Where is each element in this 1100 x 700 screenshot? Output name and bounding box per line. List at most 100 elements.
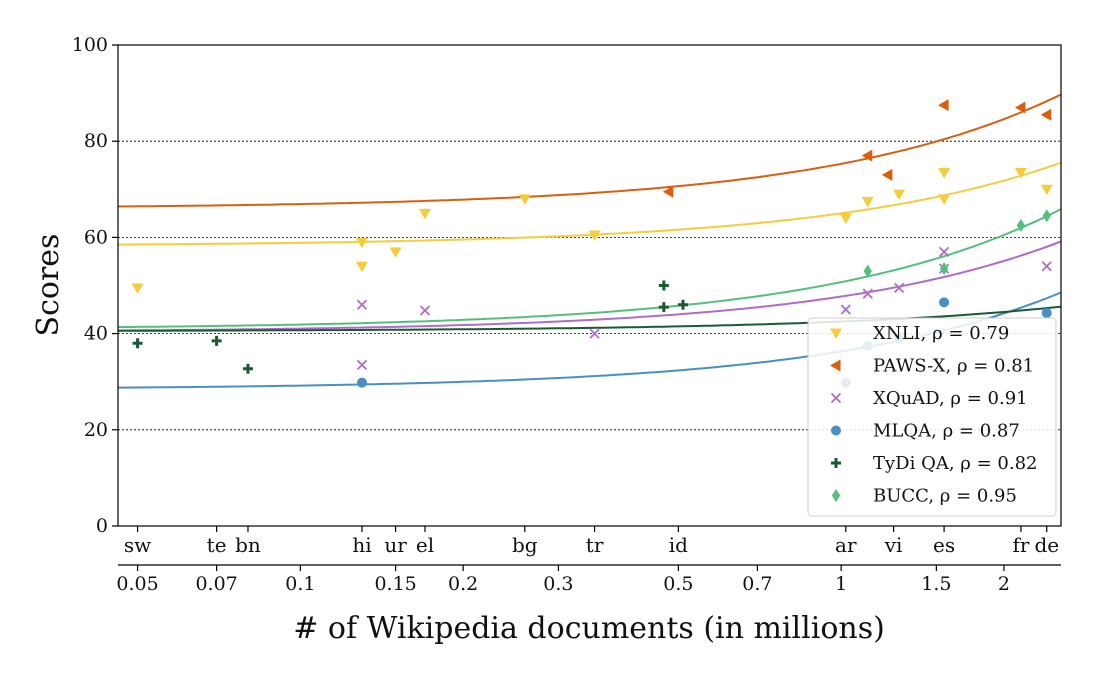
point-tydi-qa-2 xyxy=(242,363,253,374)
point-paws-x-1 xyxy=(861,149,873,162)
point-bucc-2 xyxy=(1016,218,1026,232)
y-tick-label-0: 0 xyxy=(96,515,108,537)
point-xnli-11 xyxy=(938,194,951,205)
point-tydi-qa-5 xyxy=(678,299,689,310)
point-tydi-qa-1 xyxy=(211,335,222,346)
legend-separator: , xyxy=(939,388,950,409)
point-xquad-2 xyxy=(419,305,431,316)
trend-line-xquad xyxy=(118,240,1062,332)
legend-series-name-xquad: XQuAD xyxy=(873,388,939,409)
legend-label-xquad: XQuAD, ρ = 0.91 xyxy=(873,388,1028,409)
point-xnli-8 xyxy=(861,196,874,208)
legend-label-tydi-qa: TyDi QA, ρ = 0.82 xyxy=(873,453,1037,474)
legend-rho-mlqa: ρ = 0.87 xyxy=(943,421,1020,442)
legend-marker-xnli xyxy=(830,328,842,339)
trend-line-xnli xyxy=(117,161,1062,246)
y-tick-label-40: 40 xyxy=(84,323,108,345)
x-tick-label-0.7: 0.7 xyxy=(742,573,772,595)
lang-label-bn: bn xyxy=(235,533,261,557)
x-tick-label-0.5: 0.5 xyxy=(663,573,693,595)
plot-frame xyxy=(117,44,1062,527)
legend-separator: , xyxy=(945,356,956,377)
point-tydi-qa-3 xyxy=(658,280,669,291)
point-xnli-1 xyxy=(355,237,368,249)
y-axis-title: Scores xyxy=(31,234,66,337)
point-xnli-4 xyxy=(418,208,431,220)
x-tick-label-0.1: 0.1 xyxy=(285,573,315,595)
point-mlqa-0 xyxy=(356,377,367,388)
y-tick-label-100: 100 xyxy=(72,34,108,56)
point-bucc-0 xyxy=(863,264,872,278)
point-xquad-3 xyxy=(589,328,600,339)
x-tick-label-0.05: 0.05 xyxy=(116,573,158,595)
point-xnli-2 xyxy=(355,261,368,273)
point-tydi-qa-0 xyxy=(132,338,143,349)
lang-label-es: es xyxy=(933,533,955,557)
trend-line-bucc xyxy=(117,208,1062,329)
point-xquad-6 xyxy=(893,282,905,294)
point-tydi-qa-4 xyxy=(658,302,669,313)
lang-label-fr: fr xyxy=(1012,533,1029,557)
y-tick-label-60: 60 xyxy=(84,226,108,248)
language-labels: sw te bn hi ur el bg tr id ar vi es fr de xyxy=(124,526,1059,557)
point-xnli-7 xyxy=(839,213,852,225)
legend-series-name-bucc: BUCC xyxy=(873,486,928,507)
legend-label-bucc: BUCC, ρ = 0.95 xyxy=(873,486,1017,507)
lang-label-bg: bg xyxy=(512,533,538,557)
point-xnli-9 xyxy=(893,189,906,201)
legend-marker-tydi-qa xyxy=(831,458,841,468)
x-tick-label-0.07: 0.07 xyxy=(195,573,237,595)
lang-label-de: de xyxy=(1034,533,1059,557)
legend-label-mlqa: MLQA, ρ = 0.87 xyxy=(873,421,1020,442)
legend-rho-xquad: ρ = 0.91 xyxy=(950,388,1027,409)
legend-label-paws-x: PAWS-X, ρ = 0.81 xyxy=(873,356,1034,377)
point-xnli-6 xyxy=(588,230,601,241)
legend-marker-bucc xyxy=(831,489,841,502)
legend-rho-tydi-qa: ρ = 0.82 xyxy=(960,453,1037,474)
lang-label-sw: sw xyxy=(124,533,151,557)
point-paws-x-4 xyxy=(1014,101,1026,114)
point-xnli-10 xyxy=(938,167,951,179)
point-xquad-9 xyxy=(1041,261,1052,272)
point-xquad-4 xyxy=(840,304,851,315)
lang-label-el: el xyxy=(416,533,434,557)
lang-label-ur: ur xyxy=(384,533,407,557)
point-xnli-12 xyxy=(1014,167,1027,179)
legend-rho-bucc: ρ = 0.95 xyxy=(940,486,1017,507)
x-tick-label-0.15: 0.15 xyxy=(374,573,416,595)
point-mlqa-5 xyxy=(1041,307,1052,318)
x-tick-label-0.3: 0.3 xyxy=(543,573,573,595)
y-axis-ticks: 0 20 40 60 80 100 xyxy=(72,34,118,537)
legend-separator: , xyxy=(949,453,960,474)
point-paws-x-3 xyxy=(938,99,949,112)
lang-label-id: id xyxy=(669,533,688,557)
point-xquad-0 xyxy=(356,299,368,310)
trend-line-paws-x xyxy=(117,93,1062,208)
legend-marker-paws-x xyxy=(830,359,841,372)
point-xnli-5 xyxy=(518,194,531,205)
legend-series-name-paws-x: PAWS-X xyxy=(873,356,946,377)
point-bucc-3 xyxy=(1042,209,1051,223)
legend-separator: , xyxy=(921,323,932,344)
legend-separator: , xyxy=(931,421,942,442)
x-axis-title: # of Wikipedia documents (in millions) xyxy=(293,611,885,646)
point-xnli-3 xyxy=(389,247,402,258)
lang-label-ar: ar xyxy=(835,533,857,557)
x-tick-label-1: 1 xyxy=(835,573,847,595)
y-tick-label-20: 20 xyxy=(84,419,108,441)
point-paws-x-2 xyxy=(881,168,893,181)
point-xquad-7 xyxy=(938,246,950,257)
legend-separator: , xyxy=(928,486,939,507)
lang-label-vi: vi xyxy=(884,533,903,557)
x-axis-ticks: 0.05 0.07 0.1 0.15 0.2 0.3 0.5 0.7 1 1.5 2 xyxy=(116,565,1010,595)
legend-rho-xnli: ρ = 0.79 xyxy=(932,323,1009,344)
legend-series-name-mlqa: MLQA xyxy=(873,421,932,442)
point-bucc-1 xyxy=(939,262,949,276)
legend-box xyxy=(807,317,1057,517)
x-tick-label-1.5: 1.5 xyxy=(921,573,951,595)
point-xnli-0 xyxy=(131,283,144,294)
point-xquad-1 xyxy=(356,359,368,371)
lang-label-te: te xyxy=(207,533,227,557)
y-tick-label-80: 80 xyxy=(84,130,108,152)
